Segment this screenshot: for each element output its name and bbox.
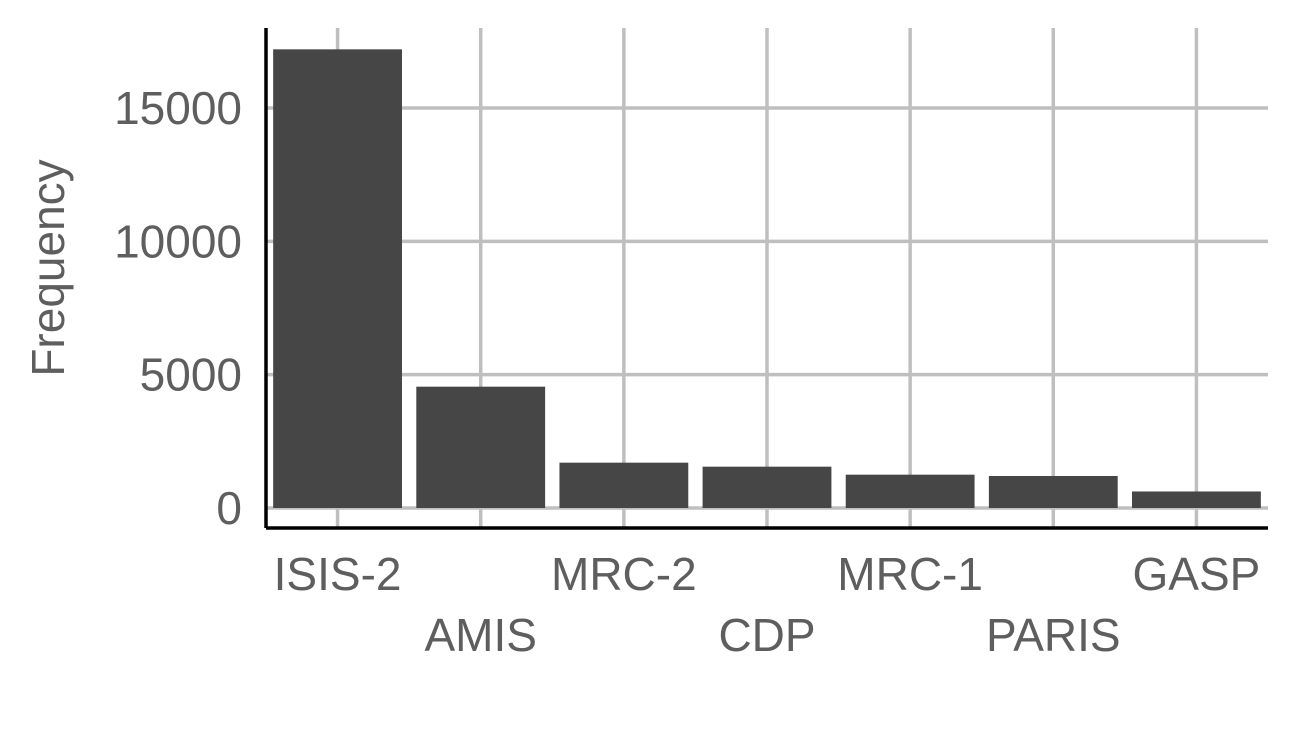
y-tick-labels: 0 5000 10000 15000 — [114, 82, 242, 534]
x-tick-label: PARIS — [986, 609, 1121, 661]
x-tick-label: AMIS — [424, 609, 536, 661]
bar — [559, 462, 689, 508]
x-tick-label: MRC-1 — [837, 548, 983, 600]
x-tick-label: ISIS-2 — [274, 548, 402, 600]
bar — [273, 49, 402, 508]
x-tick-label: MRC-2 — [551, 548, 697, 600]
x-tick-label: GASP — [1133, 548, 1261, 600]
y-tick-label: 0 — [216, 482, 242, 534]
bar — [702, 466, 832, 508]
bar — [416, 386, 546, 508]
x-tick-label: CDP — [718, 609, 815, 661]
y-tick-label: 10000 — [114, 215, 242, 267]
bar — [1132, 491, 1261, 508]
y-tick-label: 15000 — [114, 82, 242, 134]
bars — [273, 49, 1261, 508]
bar — [988, 476, 1118, 508]
y-axis-title: Frequency — [22, 159, 74, 376]
bar — [845, 474, 975, 508]
y-tick-label: 5000 — [140, 349, 242, 401]
